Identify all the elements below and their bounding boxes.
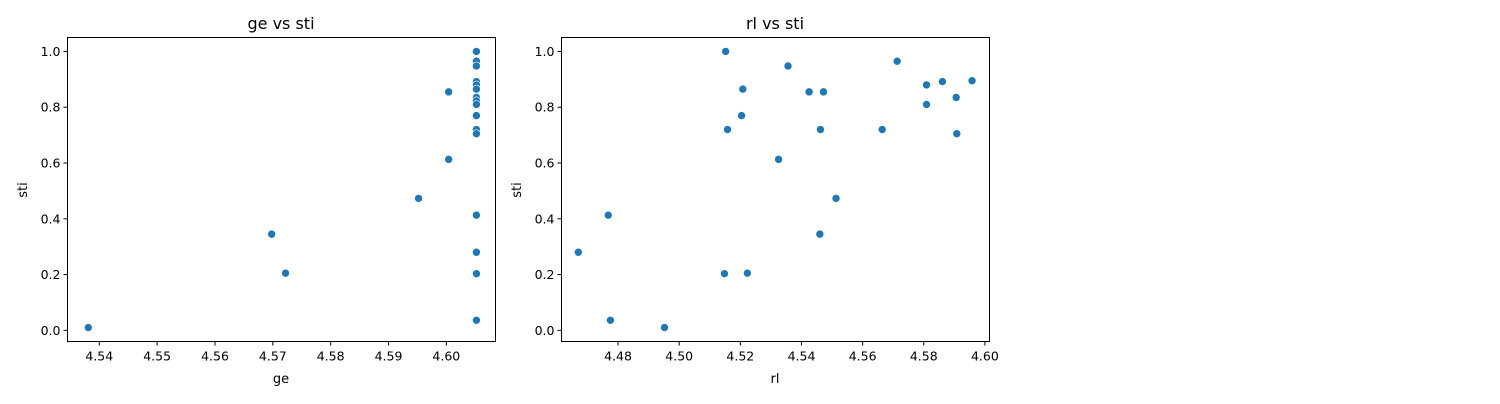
x-axis-label-rl: rl <box>771 372 780 387</box>
y-tick-label: 0.0 <box>535 323 555 338</box>
scatter-point <box>414 194 423 203</box>
scatter-point <box>738 84 748 94</box>
scatter-point <box>472 129 481 139</box>
scatter-point <box>816 125 825 134</box>
scatter-point <box>951 93 961 102</box>
x-tick-label: 4.48 <box>604 349 632 364</box>
scatter-point <box>472 61 481 71</box>
scatter-point <box>472 269 481 279</box>
x-axis-label-ge: ge <box>273 372 289 387</box>
points-rl-vs-sti <box>574 47 977 332</box>
x-tick-label: 4.59 <box>375 349 403 364</box>
scatter-point <box>444 155 453 164</box>
x-tick-label: 4.54 <box>788 349 816 364</box>
scatter-point <box>952 129 962 139</box>
x-tick-label: 4.56 <box>849 349 877 364</box>
y-tick-label: 1.0 <box>535 44 555 59</box>
scatter-point <box>472 111 481 120</box>
scatter-point <box>472 247 481 257</box>
x-tick-label: 4.58 <box>317 349 345 364</box>
y-tick-label: 0.4 <box>41 211 61 226</box>
scatter-point <box>281 268 290 278</box>
axes-frame-rl-vs-sti <box>561 37 990 342</box>
scatter-point <box>603 210 613 220</box>
y-tick-label: 1.0 <box>41 44 61 59</box>
scatter-point <box>819 87 828 97</box>
scatter-point <box>831 194 841 203</box>
y-tick-label: 0.2 <box>41 267 61 282</box>
scatter-point <box>783 61 793 71</box>
ticks-rl-vs-sti: 4.48 4.50 4.52 4.54 4.56 4.58 4.60 0.0 0.2 0.4 0.6… <box>535 44 999 364</box>
scatter-point <box>472 210 481 220</box>
y-tick-label: 0.4 <box>535 211 555 226</box>
x-tick-label: 4.50 <box>665 349 693 364</box>
scatter-point <box>774 155 783 164</box>
y-tick-label: 0.8 <box>41 100 61 115</box>
scatter-point <box>660 323 669 332</box>
scatter-point <box>606 316 615 325</box>
y-tick-label: 0.2 <box>535 267 555 282</box>
scatter-point <box>574 247 583 257</box>
subplot-rl-vs-sti: rl vs sti 4.48 4.50 4.52 4.54 4.56 4.58 4.60 0.… <box>510 14 999 387</box>
scatter-point <box>720 269 729 279</box>
subplot-ge-vs-sti: ge vs sti 4.54 4.55 4.56 4.57 4.58 4.59 4.60 0.… <box>16 14 496 387</box>
x-tick-label: 4.56 <box>201 349 229 364</box>
x-tick-label: 4.60 <box>432 349 460 364</box>
x-tick-label: 4.60 <box>971 349 999 364</box>
scatter-point <box>472 316 481 325</box>
scatter-point <box>472 100 481 109</box>
x-tick-label: 4.54 <box>85 349 113 364</box>
scatter-point <box>815 229 825 239</box>
x-tick-label: 4.55 <box>143 349 171 364</box>
scatter-point <box>892 56 902 66</box>
scatter-point <box>922 100 931 109</box>
y-tick-label: 0.0 <box>41 323 61 338</box>
scatter-point <box>84 323 93 332</box>
y-tick-label: 0.6 <box>535 156 555 171</box>
x-tick-label: 4.58 <box>910 349 938 364</box>
ticks-ge-vs-sti: 4.54 4.55 4.56 4.57 4.58 4.59 4.60 0.0 0.2 0.4 0.6… <box>41 44 461 364</box>
scatter-point <box>804 87 814 97</box>
x-tick-label: 4.52 <box>726 349 754 364</box>
scatter-point <box>472 47 481 56</box>
scatter-point <box>723 125 732 134</box>
scatter-point <box>444 87 453 97</box>
chart-title-ge-vs-sti: ge vs sti <box>247 14 314 33</box>
scatter-point <box>877 125 887 134</box>
y-axis-label-sti-left: sti <box>16 182 31 197</box>
chart-title-rl-vs-sti: rl vs sti <box>746 14 804 33</box>
y-tick-label: 0.6 <box>41 156 61 171</box>
scatter-point <box>743 268 752 278</box>
scatter-point <box>938 77 947 86</box>
scatter-point <box>721 47 730 56</box>
x-tick-label: 4.57 <box>259 349 287 364</box>
points-ge-vs-sti <box>84 47 481 332</box>
y-axis-label-sti-right: sti <box>510 182 525 197</box>
scatter-point <box>472 84 481 94</box>
scatter-point <box>737 111 746 120</box>
scatter-point <box>922 80 931 90</box>
y-tick-label: 0.8 <box>535 100 555 115</box>
scatter-point <box>967 76 977 86</box>
scatter-point <box>267 229 276 239</box>
axes-frame-ge-vs-sti <box>67 37 496 342</box>
